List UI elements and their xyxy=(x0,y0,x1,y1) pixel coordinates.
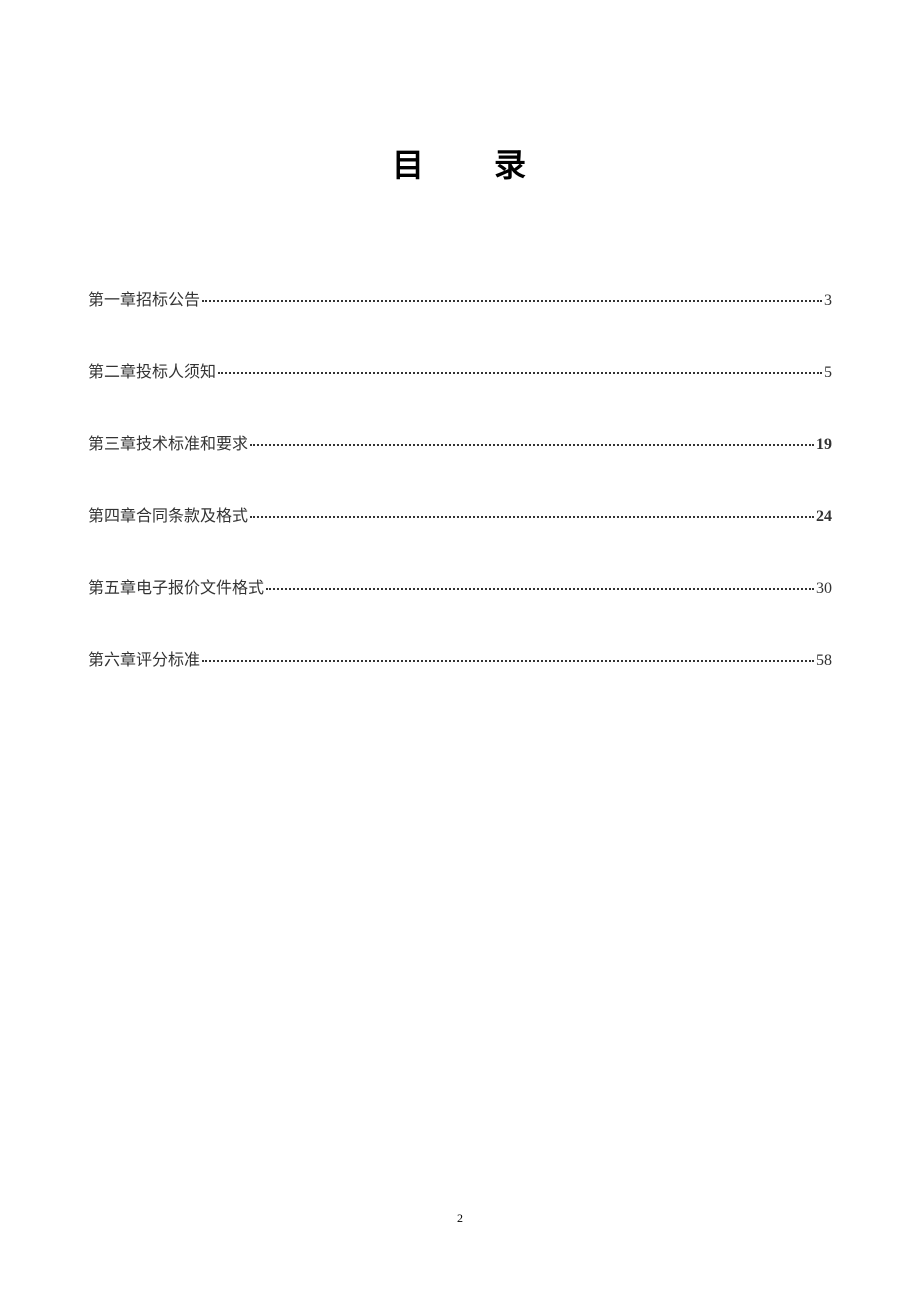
toc-dots xyxy=(250,444,814,446)
toc-label: 第三章技术标准和要求 xyxy=(88,430,248,454)
title-char-2: 录 xyxy=(494,140,528,186)
toc-dots xyxy=(266,588,814,590)
toc-page: 58 xyxy=(816,652,832,670)
toc-list: 第一章招标公告 3 第二章投标人须知 5 第三章技术标准和要求 19 第四章合同… xyxy=(88,286,832,670)
toc-dots xyxy=(202,660,814,662)
toc-page: 30 xyxy=(816,580,832,598)
toc-label: 第四章合同条款及格式 xyxy=(88,502,248,526)
toc-page: 5 xyxy=(824,364,832,382)
toc-page: 19 xyxy=(816,436,832,454)
title-char-1: 目 xyxy=(392,140,426,186)
toc-entry: 第一章招标公告 3 xyxy=(88,286,832,310)
toc-entry: 第二章投标人须知 5 xyxy=(88,358,832,382)
toc-title: 目 录 xyxy=(88,140,832,186)
toc-label: 第五章电子报价文件格式 xyxy=(88,574,264,598)
toc-label: 第六章评分标准 xyxy=(88,646,200,670)
toc-dots xyxy=(218,372,822,374)
toc-dots xyxy=(250,516,814,518)
toc-page: 24 xyxy=(816,508,832,526)
page-number: 2 xyxy=(0,1211,920,1226)
toc-entry: 第三章技术标准和要求 19 xyxy=(88,430,832,454)
toc-dots xyxy=(202,300,822,302)
toc-page: 3 xyxy=(824,292,832,310)
page-container: 目 录 第一章招标公告 3 第二章投标人须知 5 第三章技术标准和要求 19 第… xyxy=(0,0,920,1302)
toc-entry: 第六章评分标准 58 xyxy=(88,646,832,670)
toc-entry: 第五章电子报价文件格式 30 xyxy=(88,574,832,598)
toc-label: 第一章招标公告 xyxy=(88,286,200,310)
toc-entry: 第四章合同条款及格式 24 xyxy=(88,502,832,526)
toc-label: 第二章投标人须知 xyxy=(88,358,216,382)
